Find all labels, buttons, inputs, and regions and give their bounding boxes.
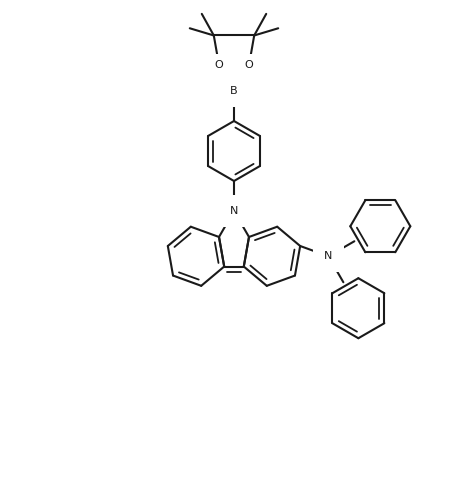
Text: N: N	[324, 251, 333, 261]
Text: O: O	[245, 60, 253, 70]
Text: O: O	[215, 60, 223, 70]
Text: B: B	[230, 86, 238, 96]
Text: N: N	[230, 206, 238, 216]
